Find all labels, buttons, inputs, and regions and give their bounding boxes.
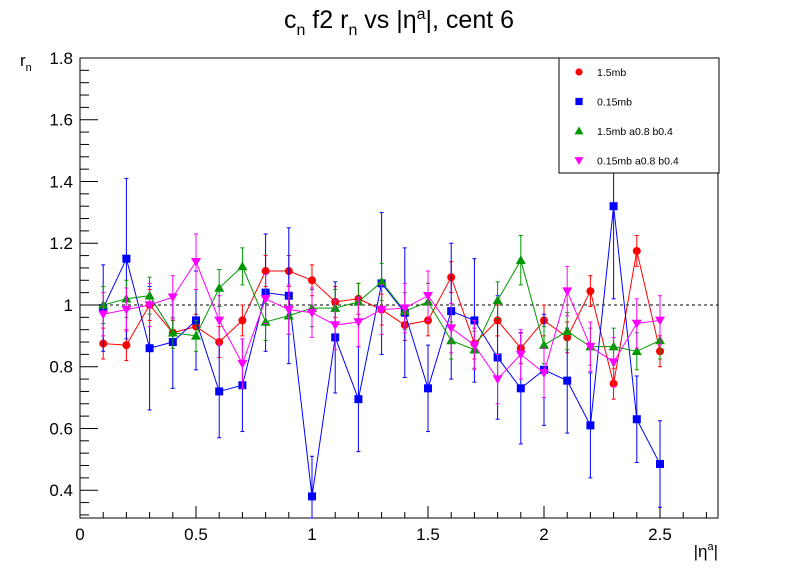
data-point xyxy=(330,321,341,331)
legend-box xyxy=(558,57,720,174)
data-point xyxy=(215,387,224,396)
legend: 1.5mb 0.15mb 1.5mb a0.8 b0.4 0.15mb a0.8 b0… xyxy=(558,57,720,174)
data-point xyxy=(585,342,596,352)
data-point xyxy=(609,202,618,211)
legend-marker xyxy=(574,126,584,135)
x-tick-label: 1 xyxy=(307,525,316,544)
data-point xyxy=(307,308,317,318)
data-point xyxy=(283,305,294,315)
data-point xyxy=(492,295,503,305)
data-point xyxy=(98,310,109,320)
y-tick-label: 0.8 xyxy=(49,358,73,377)
data-point xyxy=(308,492,316,501)
data-point xyxy=(563,376,572,385)
data-point xyxy=(515,255,526,264)
data-point xyxy=(632,246,641,255)
data-point xyxy=(238,316,247,325)
data-point xyxy=(539,340,549,349)
data-point xyxy=(656,459,664,468)
data-point xyxy=(423,291,433,301)
data-point xyxy=(424,384,432,393)
data-point xyxy=(144,301,155,310)
data-point xyxy=(354,395,363,404)
y-tick-label: 1.8 xyxy=(49,49,73,68)
data-point xyxy=(145,344,154,353)
data-point xyxy=(631,346,642,356)
data-point xyxy=(308,276,316,285)
data-point xyxy=(237,261,248,271)
data-point xyxy=(562,326,573,335)
x-tick-label: 0.5 xyxy=(184,525,208,544)
data-point xyxy=(399,304,410,314)
x-tick-label: 2 xyxy=(539,525,548,544)
data-point xyxy=(237,359,248,369)
data-point xyxy=(167,293,178,303)
x-tick-label: 2.5 xyxy=(648,525,672,544)
data-point xyxy=(446,324,457,334)
data-point xyxy=(469,341,480,351)
data-point xyxy=(608,358,619,368)
y-tick-label: 0.4 xyxy=(49,481,73,500)
legend-label: 1.5mb xyxy=(597,67,626,79)
x-axis-label: |ηa| xyxy=(694,541,718,561)
data-point xyxy=(214,283,225,292)
data-point xyxy=(260,295,271,304)
data-point xyxy=(586,421,595,430)
x-tick-label: 1.5 xyxy=(416,525,440,544)
legend-marker xyxy=(575,68,583,76)
data-point xyxy=(632,415,641,424)
data-point xyxy=(191,258,201,267)
data-point xyxy=(516,384,525,393)
legend-label: 0.15mb xyxy=(597,97,632,109)
legend-marker xyxy=(574,157,584,165)
data-point xyxy=(376,276,387,286)
y-tick-label: 1 xyxy=(64,296,73,315)
data-point xyxy=(515,350,526,360)
data-point xyxy=(122,341,131,350)
x-tick-label: 0 xyxy=(75,525,84,544)
data-point xyxy=(121,305,132,315)
y-tick-label: 1.2 xyxy=(49,234,73,253)
data-point xyxy=(562,287,573,297)
y-tick-label: 1.4 xyxy=(49,172,73,191)
legend-label: 0.15mb a0.8 b0.4 xyxy=(597,156,679,168)
data-point xyxy=(122,254,131,263)
legend-marker xyxy=(575,97,583,106)
y-axis-label: rn xyxy=(20,51,32,74)
data-point xyxy=(631,319,642,329)
data-point xyxy=(586,287,595,296)
legend-label: 1.5mb a0.8 b0.4 xyxy=(597,126,673,138)
y-tick-label: 1.6 xyxy=(49,111,73,130)
series-0-15mb-a0-8-b0-4 xyxy=(98,233,665,405)
data-point xyxy=(353,318,364,327)
data-point xyxy=(214,316,225,326)
data-point xyxy=(191,330,201,340)
chart-title: cn f2 rn vs |ηa|, cent 6 xyxy=(284,6,514,39)
data-point xyxy=(376,305,387,315)
data-point xyxy=(492,375,503,385)
data-point xyxy=(539,369,549,378)
data-point xyxy=(655,316,665,326)
plot-frame xyxy=(79,57,719,519)
data-point xyxy=(167,327,178,337)
y-tick-label: 0.6 xyxy=(49,419,73,438)
